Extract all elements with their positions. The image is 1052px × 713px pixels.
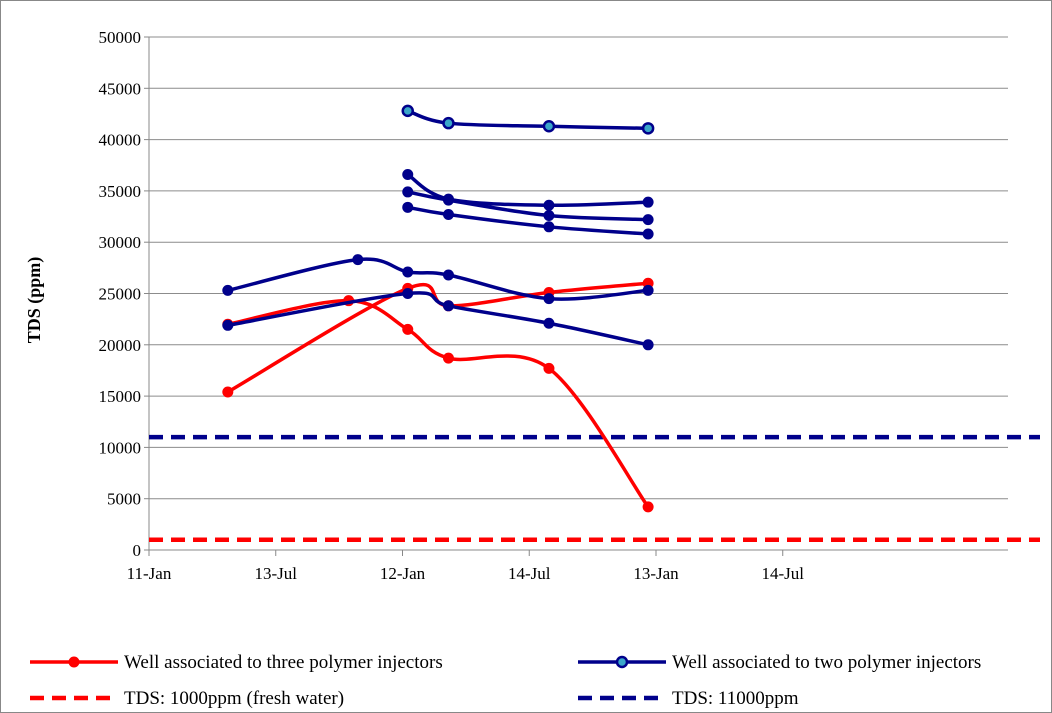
data-point-6-1 xyxy=(442,193,454,205)
y-tick-label: 50000 xyxy=(99,28,142,47)
data-point-5-0 xyxy=(402,186,414,198)
legend-label: Well associated to two polymer injectors xyxy=(672,652,981,673)
data-point-3-1 xyxy=(352,254,364,266)
x-tick-label: 13-Jan xyxy=(633,564,679,583)
data-point-3-0 xyxy=(222,284,234,296)
data-point-6-0 xyxy=(402,168,414,180)
grid-lines xyxy=(149,36,1008,500)
data-point-1-4 xyxy=(543,362,555,374)
data-point-2-1 xyxy=(402,288,414,299)
y-tick-label: 45000 xyxy=(99,79,142,98)
data-point-4-3 xyxy=(642,228,654,240)
legend-label: Well associated to three polymer injecto… xyxy=(124,652,443,673)
reference-lines xyxy=(149,434,1040,542)
data-point-7-2 xyxy=(542,120,556,133)
axes: 0 5000 10000 15000 20000 25000 30000 35000 40000… xyxy=(99,28,1008,583)
y-tick-label: 35000 xyxy=(99,182,142,201)
series-line-two-3 xyxy=(227,257,649,301)
data-point-4-0 xyxy=(402,201,414,213)
y-axis-title: TDS (ppm) xyxy=(24,257,45,344)
x-tick-label: 14-Jul xyxy=(761,564,804,583)
legend-swatch-marker xyxy=(68,656,80,668)
data-point-7-1 xyxy=(442,116,455,130)
data-point-5-3 xyxy=(642,214,654,226)
data-point-7-0 xyxy=(401,104,415,118)
series-group xyxy=(222,104,655,513)
series-line-two-6 xyxy=(406,172,649,208)
data-point-4-2 xyxy=(543,221,555,233)
x-tick-label: 11-Jan xyxy=(127,564,172,583)
y-tick-label: 30000 xyxy=(99,233,142,252)
data-point-5-2 xyxy=(543,210,555,222)
data-point-6-3 xyxy=(642,196,654,208)
x-tick-label: 14-Jul xyxy=(508,564,551,583)
x-tick-label: 12-Jan xyxy=(380,564,426,583)
series-line-two-5 xyxy=(407,190,649,222)
legend: Well associated to three polymer injecto… xyxy=(30,652,981,709)
data-point-1-5 xyxy=(642,501,654,513)
data-point-3-2 xyxy=(402,266,414,278)
data-point-7-3 xyxy=(641,122,655,135)
data-point-2-4 xyxy=(642,339,654,351)
series-line-two-7 xyxy=(407,109,649,131)
data-point-4-1 xyxy=(442,208,454,220)
data-point-2-3 xyxy=(543,317,555,329)
data-point-3-5 xyxy=(642,284,654,296)
x-tick-label: 13-Jul xyxy=(254,564,297,583)
y-tick-label: 15000 xyxy=(99,387,142,406)
data-point-2-0 xyxy=(222,319,234,331)
y-tick-label: 20000 xyxy=(99,336,142,355)
data-point-1-2 xyxy=(402,323,414,335)
legend-swatch-marker xyxy=(615,655,629,669)
series-line-two-4 xyxy=(407,205,649,236)
data-point-3-4 xyxy=(543,293,555,305)
legend-label: TDS: 1000ppm (fresh water) xyxy=(124,688,344,709)
data-point-3-3 xyxy=(442,269,454,281)
legend-label: TDS: 11000ppm xyxy=(672,688,799,709)
y-tick-label: 5000 xyxy=(107,490,141,509)
y-tick-label: 40000 xyxy=(99,131,142,150)
data-point-2-2 xyxy=(442,300,454,312)
y-tick-label: 0 xyxy=(133,541,142,560)
y-tick-label: 10000 xyxy=(99,438,142,457)
y-tick-label: 25000 xyxy=(99,285,142,304)
data-point-1-3 xyxy=(442,352,454,364)
series-line-three-1 xyxy=(227,298,650,508)
data-point-6-2 xyxy=(543,199,555,211)
data-point-0-0 xyxy=(222,386,234,398)
